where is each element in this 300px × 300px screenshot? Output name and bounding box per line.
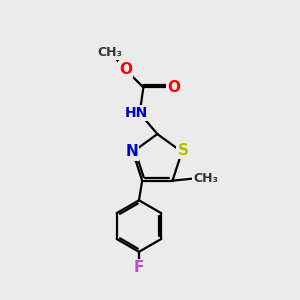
Text: O: O	[119, 62, 132, 77]
Text: F: F	[134, 260, 144, 275]
Text: CH₃: CH₃	[193, 172, 218, 185]
Text: CH₃: CH₃	[97, 46, 122, 59]
Text: O: O	[167, 80, 180, 95]
Text: S: S	[178, 143, 189, 158]
Text: N: N	[125, 144, 138, 159]
Text: HN: HN	[124, 106, 148, 120]
